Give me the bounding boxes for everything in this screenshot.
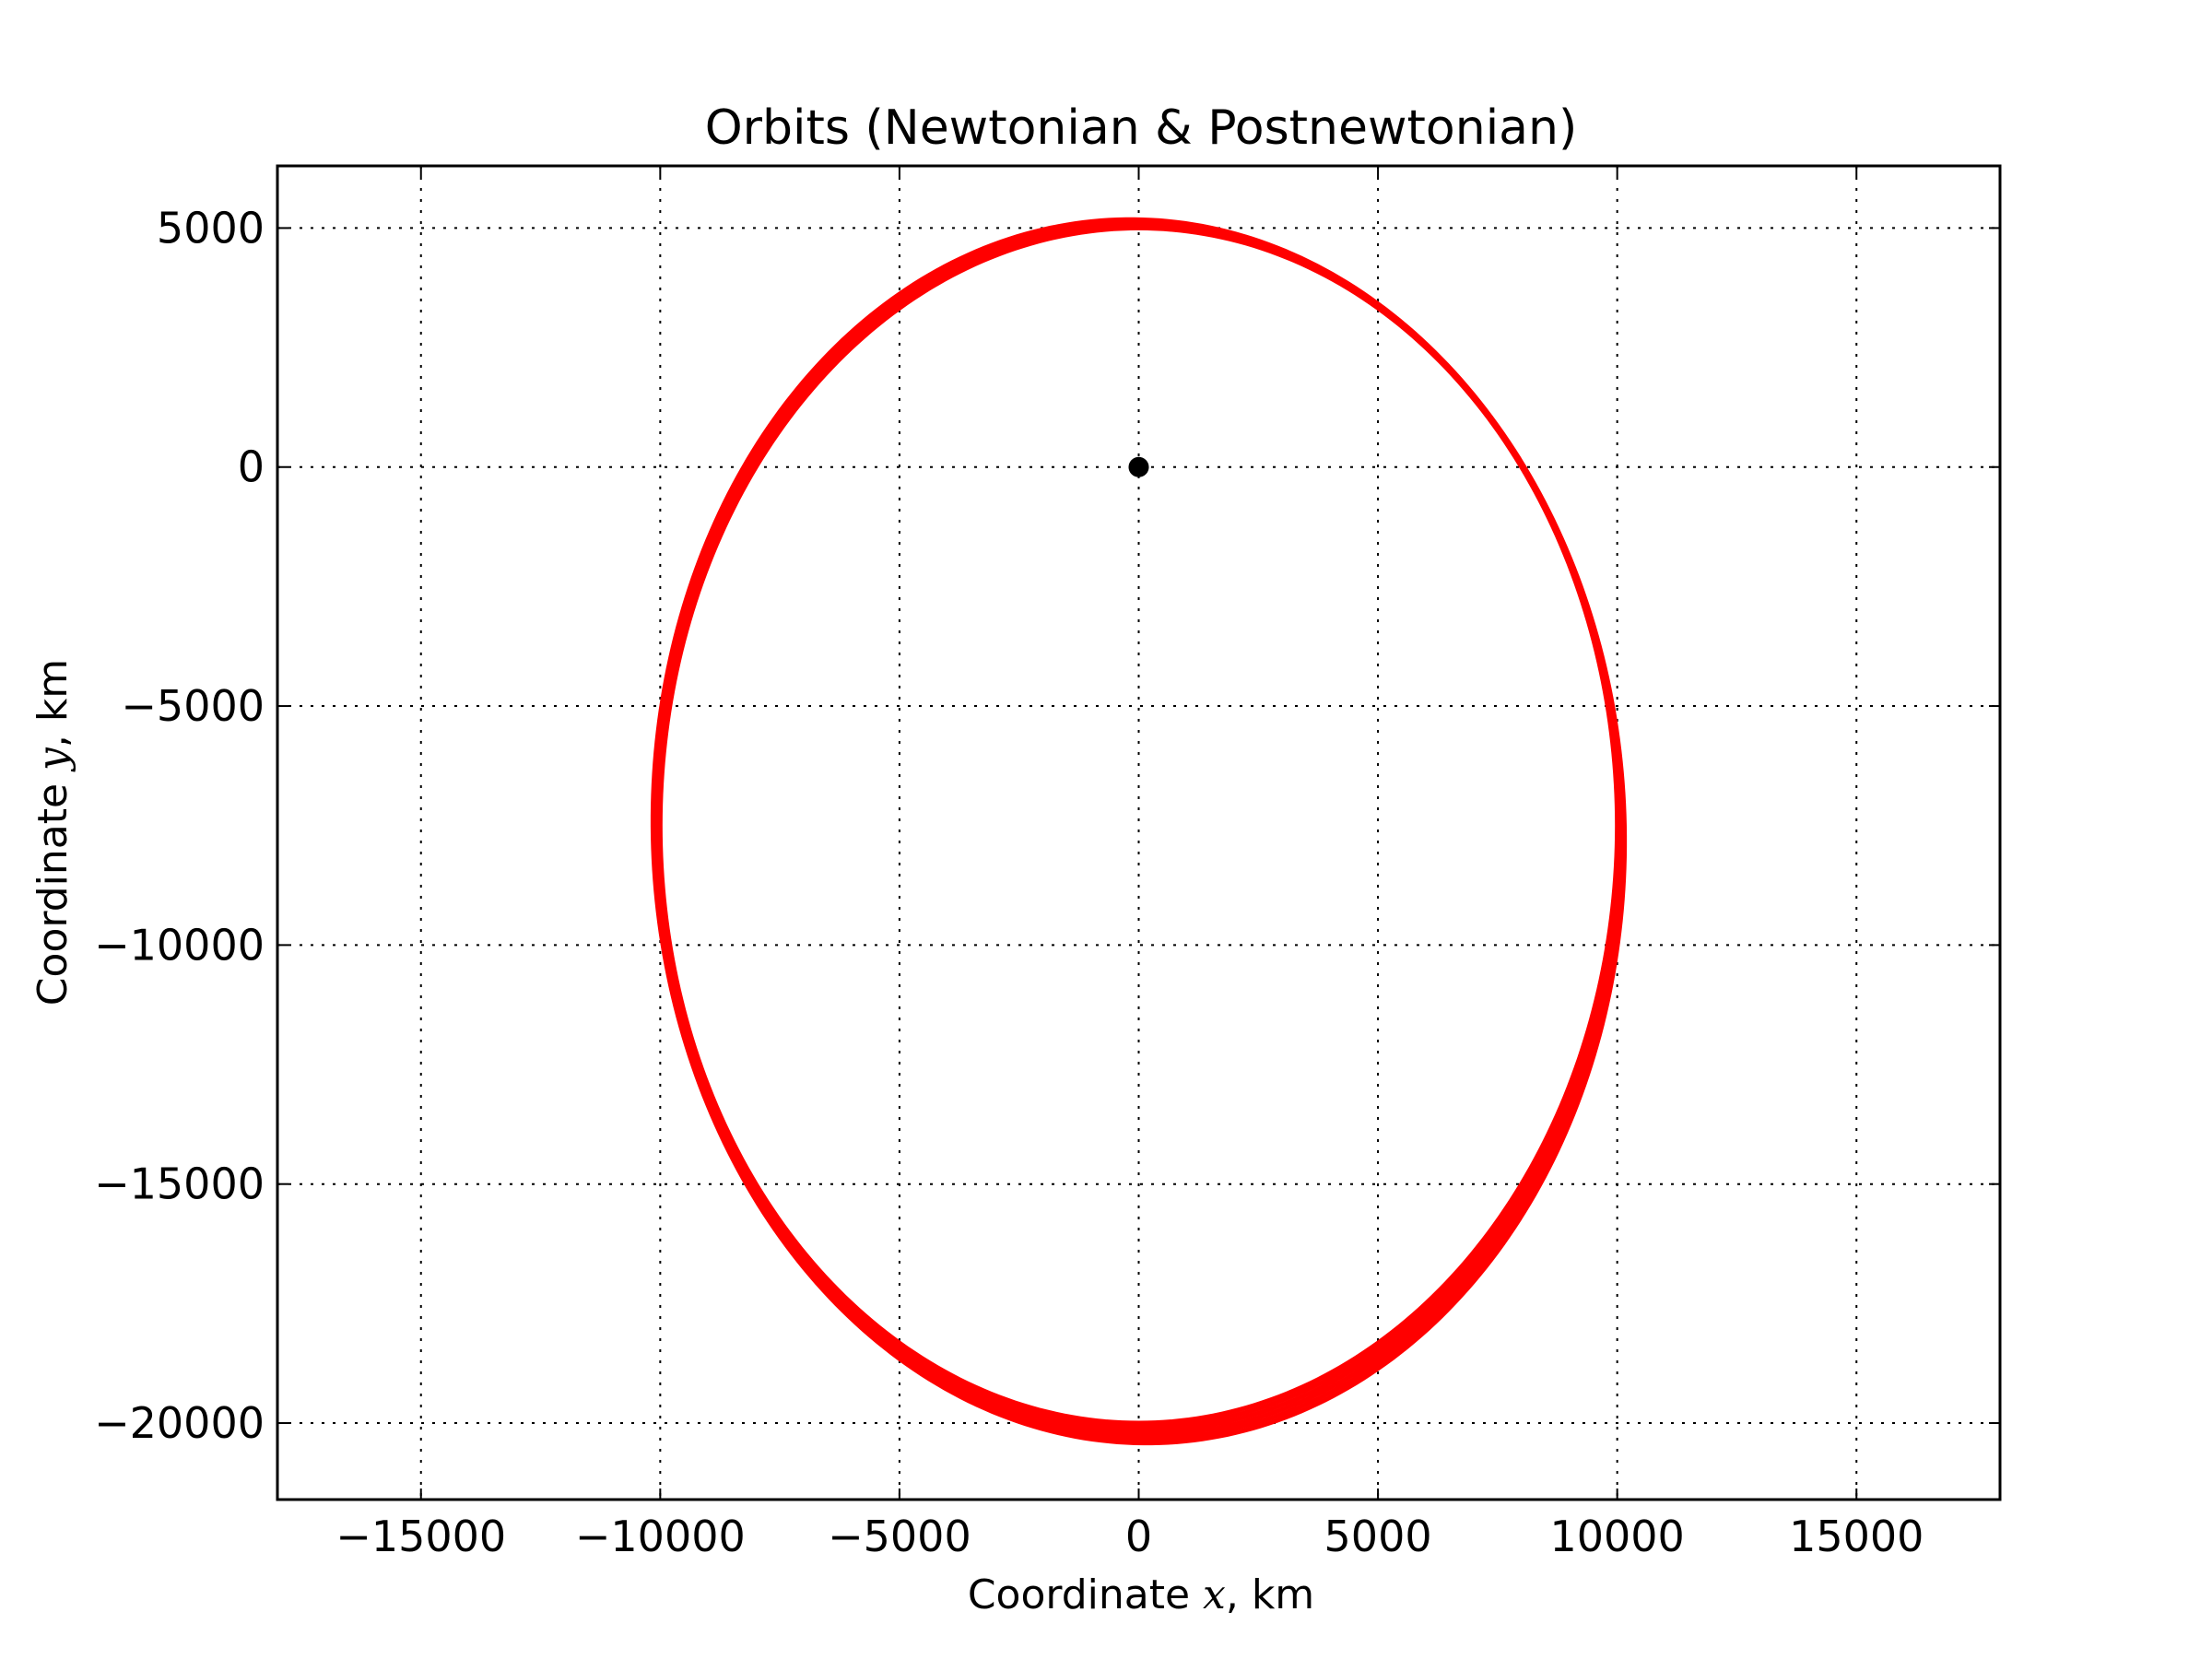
y-tick-label: 0 xyxy=(238,442,265,492)
x-tick-label: 15000 xyxy=(1789,1512,1924,1561)
y-tick-labels: 5000 0 −5000 −10000 −15000 −20000 xyxy=(94,203,265,1448)
x-tick-label: −5000 xyxy=(828,1512,971,1561)
y-tick-label: 5000 xyxy=(157,203,265,253)
postnewtonian-orbit-line xyxy=(657,225,1620,1426)
x-tick-label: 5000 xyxy=(1324,1512,1432,1561)
postnewtonian-orbit-line xyxy=(650,217,1628,1446)
x-tick-label: −15000 xyxy=(335,1512,506,1561)
x-axis-title: Coordinate x, km xyxy=(968,1571,1314,1618)
y-axis-title: Coordinate y, km xyxy=(29,659,76,1006)
y-tick-label: −10000 xyxy=(94,920,265,970)
grid xyxy=(277,166,2000,1500)
orbit-series xyxy=(650,217,1628,1446)
chart-title: Orbits (Newtonian & Postnewtonian) xyxy=(705,100,1578,156)
y-tick-label: −5000 xyxy=(121,681,265,731)
y-tick-label: −20000 xyxy=(94,1398,265,1448)
postnewtonian-orbit-line xyxy=(656,224,1621,1430)
x-tick-label: 10000 xyxy=(1549,1512,1684,1561)
newtonian-orbit-line xyxy=(658,226,1619,1425)
y-tick-label: −15000 xyxy=(94,1159,265,1209)
plot-frame xyxy=(276,164,2002,1501)
x-tick-label: −10000 xyxy=(575,1512,746,1561)
central-body-marker xyxy=(1128,456,1149,477)
x-tick-labels: −15000 −10000 −5000 0 5000 10000 15000 xyxy=(335,1512,1924,1561)
x-tick-label: 0 xyxy=(1125,1512,1152,1561)
